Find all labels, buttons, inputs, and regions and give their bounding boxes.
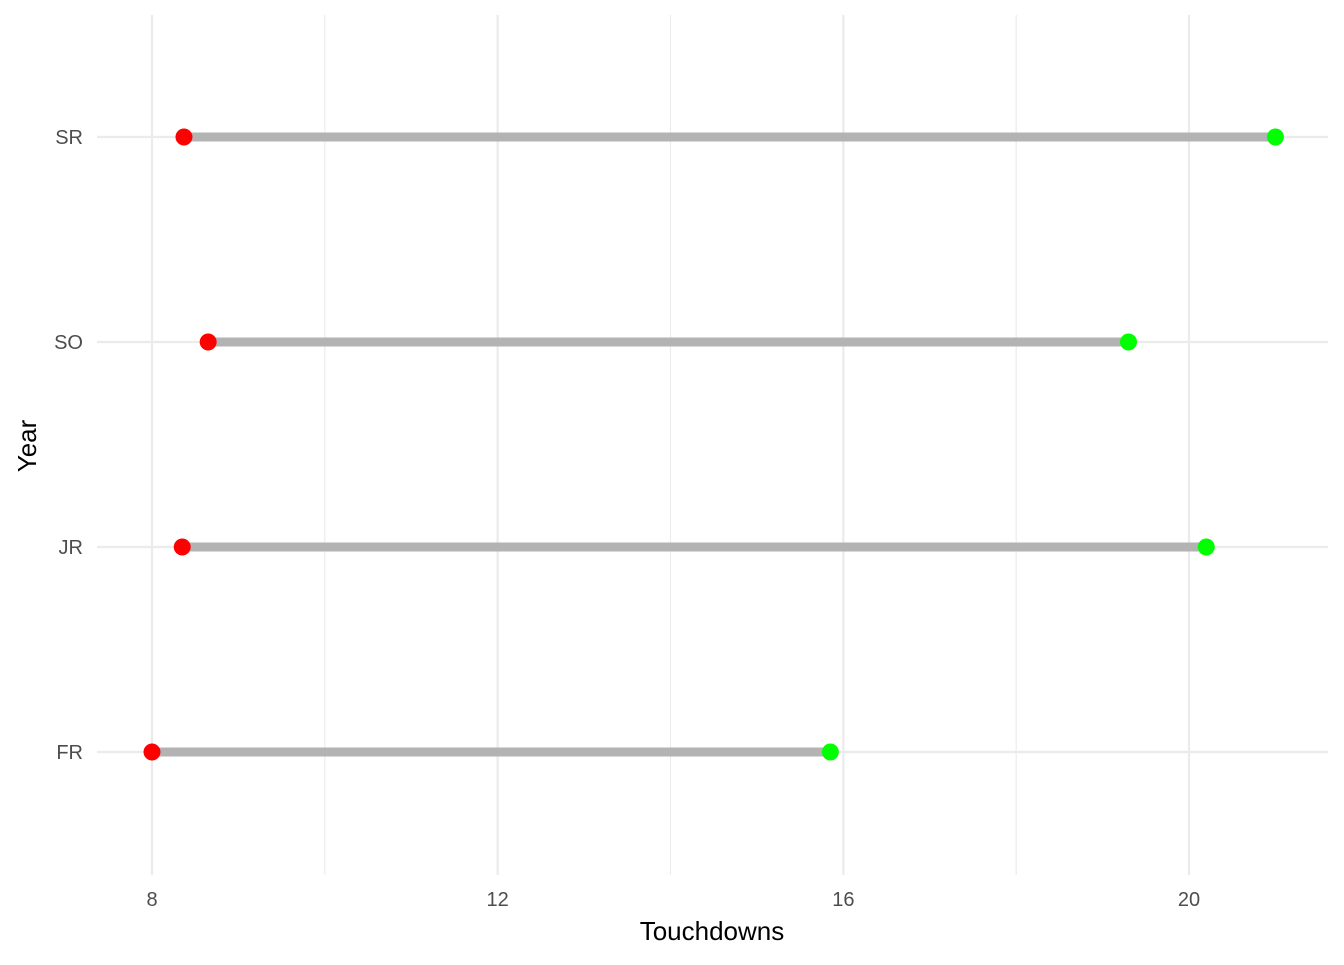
x-axis-title: Touchdowns <box>640 916 785 946</box>
high-point-so <box>1120 333 1138 351</box>
low-point-sr <box>175 128 193 146</box>
range-segments <box>152 132 1276 757</box>
x-tick-label: 20 <box>1178 889 1200 911</box>
y-tick-label: SO <box>54 332 83 354</box>
x-axis-ticks: 8 12 16 20 <box>146 889 1200 911</box>
low-point-jr <box>173 538 191 556</box>
y-tick-label: JR <box>59 537 83 559</box>
y-axis-ticks: FR JR SO SR <box>54 127 83 764</box>
x-tick-label: 16 <box>832 889 854 911</box>
x-tick-label: 12 <box>487 889 509 911</box>
high-point-sr <box>1266 128 1284 146</box>
grid-lines <box>97 15 1328 875</box>
y-tick-label: FR <box>56 742 83 764</box>
high-point-jr <box>1197 538 1215 556</box>
low-point-so <box>199 333 217 351</box>
high-point-fr <box>821 743 839 761</box>
low-point-fr <box>143 743 161 761</box>
y-axis-title: Year <box>12 419 42 472</box>
x-tick-label: 8 <box>146 889 157 911</box>
data-points <box>143 128 1284 761</box>
y-tick-label: SR <box>55 127 83 149</box>
